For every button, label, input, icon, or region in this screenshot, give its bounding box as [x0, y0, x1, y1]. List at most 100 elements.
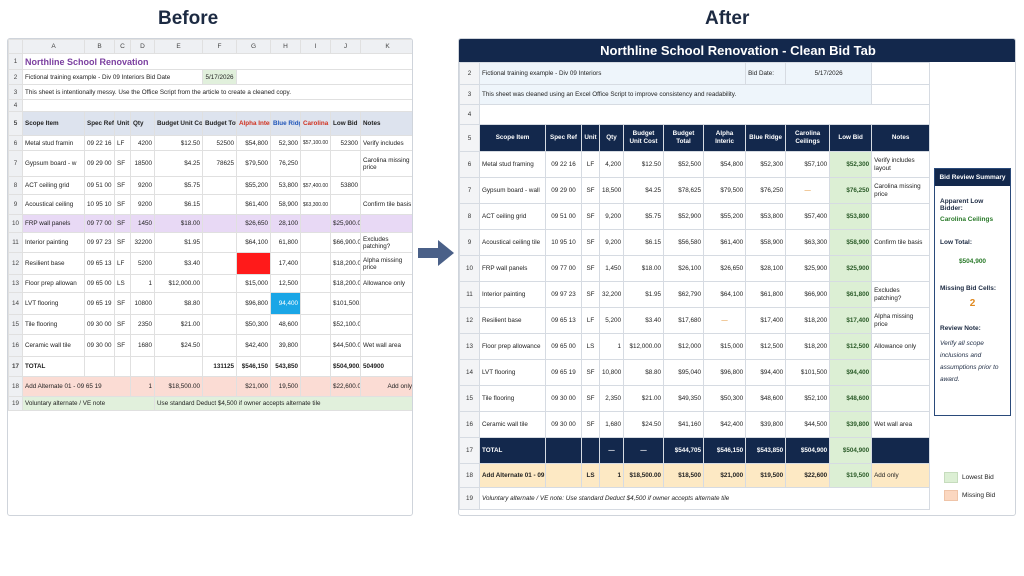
table-cell[interactable]: SF	[581, 385, 600, 412]
row-number[interactable]: 4	[459, 104, 480, 125]
table-cell[interactable]: 52300	[330, 135, 361, 151]
table-cell[interactable]: $546,150	[236, 356, 271, 377]
table-cell[interactable]	[300, 376, 331, 397]
table-cell[interactable]: $18,200.00	[330, 274, 361, 293]
low-bid-cell[interactable]: $17,400	[829, 307, 873, 334]
table-cell[interactable]: Confirm tile basis	[360, 194, 412, 215]
table-cell[interactable]: $1.95	[154, 232, 203, 253]
table-cell[interactable]: 1	[130, 274, 155, 293]
scope-item-cell[interactable]: Metal stud framin	[22, 135, 85, 151]
table-cell[interactable]: $52,300	[745, 151, 787, 178]
col-header[interactable]: B	[84, 39, 115, 54]
table-cell[interactable]: $12,000.00	[154, 274, 203, 293]
row-number[interactable]: 15	[459, 385, 480, 412]
table-cell[interactable]: $101,500.00	[330, 292, 361, 315]
table-cell[interactable]: $18.00	[623, 255, 664, 282]
col-header[interactable]: C	[114, 39, 131, 54]
table-cell[interactable]: Excludes patching?	[360, 232, 412, 253]
table-cell[interactable]: $25,900	[785, 255, 831, 282]
table-cell[interactable]: $18,500.00	[623, 463, 664, 488]
table-cell[interactable]: $22,600	[785, 463, 831, 488]
col-header[interactable]: K	[360, 39, 412, 54]
table-cell[interactable]	[300, 150, 331, 177]
alternate-label[interactable]: Add Alternate 01 - 09 65 19	[479, 463, 546, 488]
low-bid-cell[interactable]: $61,800	[829, 281, 873, 308]
row-number[interactable]: 18	[8, 376, 23, 397]
row-number[interactable]: 11	[459, 281, 480, 308]
table-cell[interactable]: 1	[599, 333, 624, 360]
table-cell[interactable]	[202, 176, 237, 195]
table-cell[interactable]: 1	[130, 376, 155, 397]
table-cell[interactable]: $42,400	[702, 411, 747, 438]
table-cell[interactable]: 09 65 19	[545, 359, 582, 386]
table-cell[interactable]: $19,500	[745, 463, 787, 488]
ve-note-cell[interactable]: Voluntary alternate / VE note: Use stand…	[478, 487, 931, 510]
table-cell[interactable]: $95,040	[663, 359, 704, 386]
table-cell[interactable]: $57,400	[785, 203, 831, 230]
table-cell[interactable]: 09 97 23	[545, 281, 582, 308]
table-cell[interactable]: SF	[114, 292, 131, 315]
total-cell[interactable]	[581, 437, 600, 464]
table-cell[interactable]	[300, 252, 331, 275]
header-cell[interactable]: Scope Item	[22, 111, 85, 136]
table-cell[interactable]: —	[785, 177, 831, 204]
table-cell[interactable]: 9200	[130, 176, 155, 195]
table-cell[interactable]: 32200	[130, 232, 155, 253]
header-cell[interactable]: Carolina Cei	[300, 111, 331, 136]
table-cell[interactable]: $5.75	[623, 203, 664, 230]
header-cell[interactable]: Spec Ref	[84, 111, 115, 136]
table-cell[interactable]: $18,500	[663, 463, 704, 488]
table-cell[interactable]: 09 29 00	[545, 177, 582, 204]
table-cell[interactable]	[360, 314, 412, 335]
table-cell[interactable]: 39,800	[270, 334, 301, 357]
table-cell[interactable]: Verify includes	[360, 135, 412, 151]
table-cell[interactable]: $48,600	[745, 385, 787, 412]
header-cell[interactable]: Alpha Interic	[702, 124, 747, 152]
table-cell[interactable]: 18500	[130, 150, 155, 177]
table-cell[interactable]: SF	[114, 194, 131, 215]
scope-item-cell[interactable]: Acoustical ceiling tile	[479, 229, 546, 256]
table-cell[interactable]: Add only	[871, 463, 931, 488]
table-cell[interactable]: 09 65 13	[545, 307, 582, 334]
table-cell[interactable]: $504,900.00	[330, 356, 361, 377]
table-cell[interactable]: $62,790	[663, 281, 704, 308]
scope-item-cell[interactable]: Tile flooring	[479, 385, 546, 412]
table-cell[interactable]: Alpha missing price	[871, 307, 931, 334]
table-cell[interactable]: 2,350	[599, 385, 624, 412]
table-cell[interactable]: 09 30 00	[545, 411, 582, 438]
row-number[interactable]: 14	[8, 292, 23, 315]
table-cell[interactable]	[871, 203, 931, 230]
row-number[interactable]: 19	[459, 487, 480, 510]
table-cell[interactable]: $52,100.00	[330, 314, 361, 335]
table-cell[interactable]: 1,680	[599, 411, 624, 438]
table-cell[interactable]: Alpha missing price	[360, 252, 412, 275]
subtitle-cell[interactable]: Fictional training example - Div 09 Inte…	[478, 62, 747, 85]
scope-item-cell[interactable]: Gypsum board - w	[22, 150, 85, 177]
table-cell[interactable]: $54,800	[236, 135, 271, 151]
table-cell[interactable]	[202, 214, 237, 233]
bid-date-cell[interactable]: 5/17/2026	[202, 69, 237, 85]
table-cell[interactable]: Voluntary alternate / VE note	[22, 396, 155, 411]
row-number[interactable]: 16	[8, 334, 23, 357]
header-cell[interactable]: Budget Unit Cost	[623, 124, 664, 152]
table-cell[interactable]	[22, 99, 412, 112]
table-cell[interactable]: $21.00	[154, 314, 203, 335]
table-cell[interactable]: 1	[599, 463, 624, 488]
sheet-title[interactable]: Northline School Renovation	[22, 53, 412, 70]
table-cell[interactable]: $12.50	[623, 151, 664, 178]
table-cell[interactable]: $57,100.00	[300, 135, 331, 151]
scope-item-cell[interactable]: TOTAL	[22, 356, 85, 377]
table-cell[interactable]: $50,300	[702, 385, 747, 412]
header-cell[interactable]: Qty	[130, 111, 155, 136]
table-cell[interactable]: $61,400	[702, 229, 747, 256]
table-cell[interactable]: 09 30 00	[545, 385, 582, 412]
table-cell[interactable]: Add only	[360, 376, 412, 397]
table-cell[interactable]: SF	[581, 203, 600, 230]
table-cell[interactable]: $8.80	[623, 359, 664, 386]
table-cell[interactable]: 131125	[202, 356, 237, 377]
row-number[interactable]: 4	[8, 99, 23, 112]
table-cell[interactable]: Wet wall area	[360, 334, 412, 357]
total-cell[interactable]: —	[599, 437, 624, 464]
table-cell[interactable]: $12,000	[663, 333, 704, 360]
table-cell[interactable]: LS	[581, 333, 600, 360]
